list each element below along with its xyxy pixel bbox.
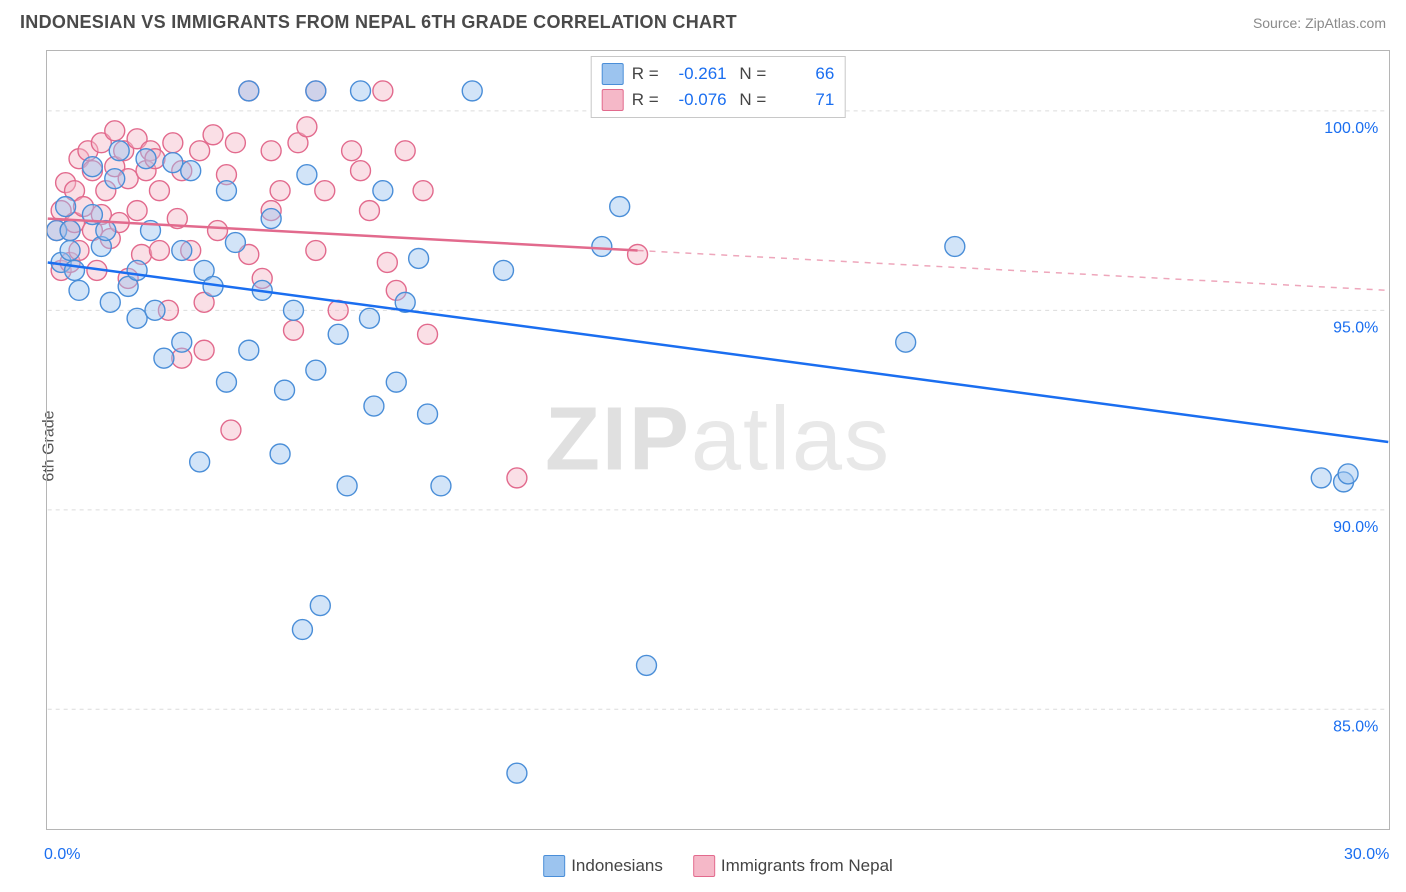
svg-text:90.0%: 90.0% [1333,519,1378,536]
stats-row-nepal: R = -0.076 N = 71 [602,87,835,113]
legend-item-nepal: Immigrants from Nepal [693,855,893,877]
swatch-icon [693,855,715,877]
svg-text:100.0%: 100.0% [1324,120,1378,137]
stats-legend: R = -0.261 N = 66 R = -0.076 N = 71 [591,56,846,118]
stats-row-indonesians: R = -0.261 N = 66 [602,61,835,87]
scatter-plot: 85.0% 90.0% 95.0% 100.0% [47,51,1389,829]
chart-frame: 85.0%90.0%95.0%100.0% ZIPatlas R = -0.26… [46,50,1390,830]
chart-title: INDONESIAN VS IMMIGRANTS FROM NEPAL 6TH … [20,12,737,33]
svg-text:95.0%: 95.0% [1333,319,1378,336]
series-legend: Indonesians Immigrants from Nepal [543,855,893,877]
swatch-icon [543,855,565,877]
legend-item-indonesians: Indonesians [543,855,663,877]
svg-text:85.0%: 85.0% [1333,718,1378,735]
x-tick-label: 0.0% [44,846,80,864]
x-tick-label: 30.0% [1344,846,1389,864]
swatch-icon [602,63,624,85]
swatch-icon [602,89,624,111]
source-label: Source: ZipAtlas.com [1253,15,1386,31]
